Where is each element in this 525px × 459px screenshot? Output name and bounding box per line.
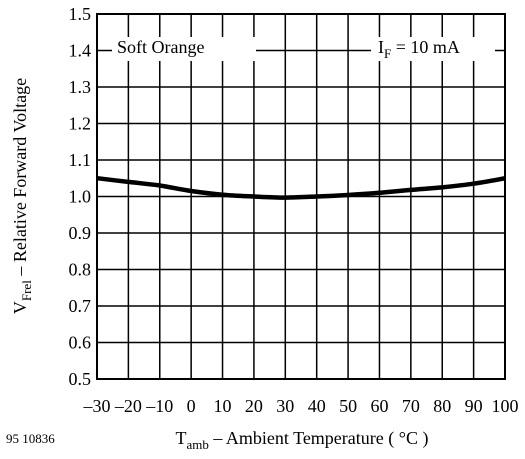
y-tick-label: 0.5 [69, 369, 92, 389]
condition-value: = 10 mA [391, 37, 460, 57]
y-axis-title-text: – Relative Forward Voltage [10, 78, 30, 280]
condition-subscript: F [384, 46, 391, 61]
x-tick-label: 80 [433, 396, 451, 416]
x-tick-label: –20 [114, 396, 142, 416]
figure-id: 95 10836 [6, 431, 55, 446]
y-tick-label: 0.6 [69, 333, 92, 353]
x-tick-label: 0 [187, 396, 196, 416]
x-axis-title-text: – Ambient Temperature ( °C ) [209, 428, 429, 449]
condition-label: IF = 10 mA [378, 37, 460, 61]
series-label-background [112, 37, 256, 61]
y-axis-title-subscript: Frel [19, 280, 34, 301]
condition-label-background [371, 37, 495, 61]
plot-frame [96, 13, 506, 380]
y-tick-label: 0.7 [69, 296, 92, 316]
condition-symbol: I [378, 37, 384, 57]
series-line [96, 175, 506, 200]
x-tick-label: 90 [465, 396, 483, 416]
x-tick-label: 20 [245, 396, 263, 416]
x-axis-title: Tamb – Ambient Temperature ( °C ) [176, 428, 429, 452]
x-axis-title-subscript: amb [187, 437, 209, 452]
tick-labels: –30 –20 –10 0 10 20 30 40 50 60 70 80 90 100 0.5 0.6 0.7… [69, 4, 519, 416]
y-tick-label: 1.5 [69, 4, 92, 24]
y-axis-title: VFrel – Relative Forward Voltage [10, 78, 34, 314]
x-tick-label: 40 [308, 396, 326, 416]
x-tick-label: 30 [276, 396, 294, 416]
x-axis-title-symbol: T [176, 428, 187, 448]
x-tick-label: 100 [492, 396, 519, 416]
y-tick-label: 0.9 [69, 223, 92, 243]
y-tick-label: 1.0 [69, 187, 92, 207]
y-tick-label: 0.8 [69, 260, 92, 280]
x-tick-label: –10 [145, 396, 173, 416]
x-tick-label: 70 [402, 396, 420, 416]
y-tick-label: 1.4 [69, 41, 92, 61]
x-tick-label: 10 [214, 396, 232, 416]
x-tick-label: 60 [370, 396, 388, 416]
y-axis-title-symbol: V [10, 301, 30, 314]
y-tick-label: 1.1 [69, 150, 92, 170]
y-tick-label: 1.3 [69, 77, 92, 97]
data-series [96, 175, 506, 200]
series-label: Soft Orange [117, 37, 204, 57]
x-tick-label: 50 [339, 396, 357, 416]
y-tick-label: 1.2 [69, 114, 92, 134]
x-tick-label: –30 [83, 396, 111, 416]
